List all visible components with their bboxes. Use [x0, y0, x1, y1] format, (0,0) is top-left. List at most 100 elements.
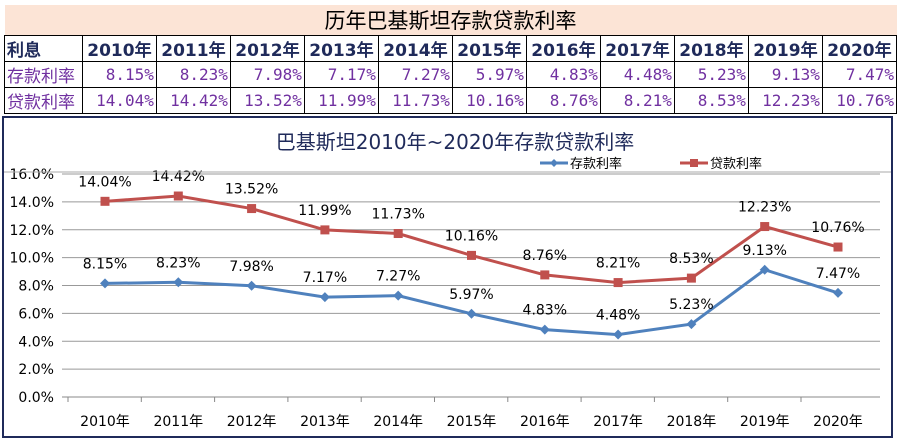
x-tick-label: 2013年 — [300, 414, 350, 430]
x-tick-label: 2019年 — [740, 414, 790, 430]
data-label: 11.73% — [372, 207, 425, 223]
data-point — [686, 273, 696, 283]
x-tick-label: 2017年 — [593, 414, 643, 430]
data-point — [467, 250, 476, 260]
data-point — [319, 292, 330, 303]
table-cell: 11.99% — [303, 87, 379, 114]
table-cell: 8.53% — [673, 87, 749, 114]
table-cell: 11.73% — [377, 87, 453, 114]
legend-marker — [550, 159, 558, 167]
data-label: 9.13% — [742, 243, 786, 259]
data-point — [540, 270, 550, 280]
data-label: 12.23% — [738, 200, 791, 216]
legend-label: 存款利率 — [570, 156, 622, 172]
table-cell: 13.52% — [229, 87, 305, 114]
x-tick-label: 2014年 — [373, 414, 423, 430]
y-tick-label: 8.0% — [18, 279, 54, 295]
data-point — [759, 264, 770, 275]
data-point — [100, 278, 110, 289]
x-tick-label: 2016年 — [520, 414, 570, 430]
data-point — [613, 329, 624, 340]
table-cell: 5.97% — [451, 61, 527, 88]
data-point — [686, 319, 697, 330]
y-tick-label: 14.0% — [10, 195, 54, 211]
data-label: 13.52% — [225, 182, 278, 198]
table-cell: 8.15% — [81, 61, 157, 88]
data-label: 8.15% — [83, 256, 127, 272]
header-cell: 2014年 — [377, 35, 453, 62]
data-label: 7.27% — [376, 269, 420, 285]
data-point — [100, 196, 110, 206]
table-row: 存款利率 8.15% 8.23% 7.98% 7.17% 7.27% 5.97% 4.83% 4… — [4, 61, 898, 88]
data-point — [833, 287, 843, 298]
header-cell: 2019年 — [747, 35, 823, 62]
data-label: 8.53% — [669, 251, 713, 267]
y-tick-label: 6.0% — [18, 306, 54, 322]
data-label: 14.42% — [152, 169, 205, 185]
table-cell: 7.98% — [229, 61, 305, 88]
y-tick-label: 10.0% — [10, 251, 54, 267]
data-point — [760, 222, 770, 232]
chart-container — [2, 116, 893, 438]
header-cell: 2016年 — [525, 35, 601, 62]
data-label: 10.76% — [811, 220, 864, 236]
table-cell: 8.23% — [155, 61, 231, 88]
table-cell: 8.76% — [525, 87, 601, 114]
y-tick-label: 0.0% — [18, 390, 54, 406]
header-cell: 利息 — [4, 35, 83, 62]
table-cell: 7.47% — [821, 61, 898, 88]
data-point — [247, 204, 257, 214]
table-title: 历年巴基斯坦存款贷款利率 — [4, 5, 897, 36]
data-point — [173, 191, 183, 201]
data-label: 4.83% — [523, 303, 567, 319]
x-tick-label: 2015年 — [447, 414, 497, 430]
table-cell: 8.21% — [599, 87, 675, 114]
rates-table: 历年巴基斯坦存款贷款利率 利息 2010年 2011年 2012年 2013年 2014年… — [4, 5, 898, 114]
y-tick-label: 2.0% — [18, 362, 54, 378]
y-tick-label: 12.0% — [10, 223, 54, 239]
legend-label: 贷款利率 — [710, 156, 762, 172]
data-point — [393, 229, 403, 239]
data-point — [539, 324, 550, 335]
x-tick-label: 2012年 — [227, 414, 277, 430]
x-tick-label: 2011年 — [153, 414, 203, 430]
data-label: 10.16% — [445, 228, 498, 244]
table-cell: 14.42% — [155, 87, 231, 114]
header-cell: 2011年 — [155, 35, 231, 62]
header-cell: 2018年 — [673, 35, 749, 62]
legend-marker — [690, 159, 698, 167]
x-tick-label: 2010年 — [80, 414, 130, 430]
data-label: 11.99% — [298, 203, 351, 219]
data-label: 5.97% — [449, 287, 493, 303]
data-point — [173, 277, 184, 288]
table-row: 贷款利率 14.04% 14.42% 13.52% 11.99% 11.73% 10.16%… — [4, 87, 898, 114]
data-label: 8.21% — [596, 256, 640, 272]
table-cell: 12.23% — [747, 87, 823, 114]
data-point — [466, 308, 477, 319]
table-cell: 10.76% — [821, 87, 898, 114]
data-point — [613, 278, 623, 288]
chart-title: 巴基斯坦2010年~2020年存款贷款利率 — [276, 130, 635, 154]
x-tick-label: 2018年 — [667, 414, 717, 430]
data-point — [833, 242, 843, 252]
data-label: 7.17% — [303, 270, 347, 286]
data-label: 8.23% — [156, 255, 200, 271]
y-tick-label: 16.0% — [10, 167, 54, 183]
data-label: 7.98% — [229, 259, 273, 275]
data-label: 8.76% — [523, 248, 567, 264]
data-point — [246, 280, 257, 291]
table-cell: 14.04% — [81, 87, 157, 114]
x-tick-label: 2020年 — [813, 414, 863, 430]
header-cell: 2020年 — [821, 35, 898, 62]
y-tick-label: 4.0% — [18, 334, 54, 350]
data-point — [320, 225, 330, 235]
data-label: 5.23% — [669, 297, 713, 313]
table-cell: 贷款利率 — [4, 87, 83, 114]
data-label: 7.47% — [816, 266, 860, 282]
data-label: 14.04% — [78, 174, 131, 190]
table-cell: 存款利率 — [4, 61, 83, 88]
table-header-row: 利息 2010年 2011年 2012年 2013年 2014年 2015年 2016年 201… — [4, 35, 898, 62]
table-cell: 4.83% — [525, 61, 601, 88]
header-cell: 2017年 — [599, 35, 675, 62]
